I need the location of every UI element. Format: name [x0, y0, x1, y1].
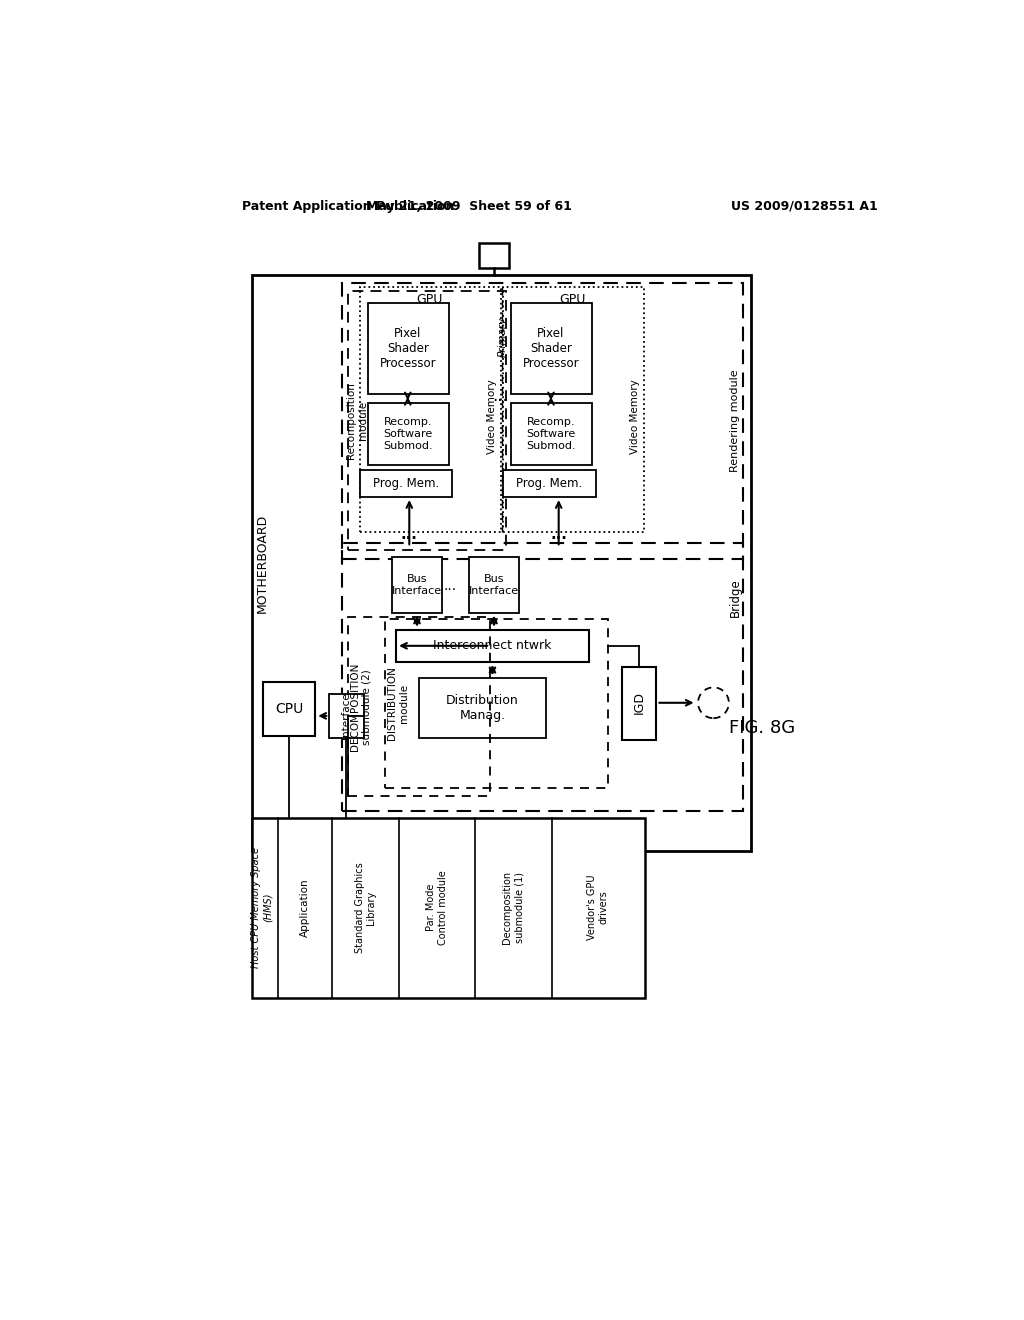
Bar — [503, 286, 644, 532]
Text: CPU: CPU — [275, 702, 303, 715]
Text: Pixel
Shader
Processor: Pixel Shader Processor — [380, 327, 436, 370]
Text: IGD: IGD — [632, 692, 645, 714]
Bar — [348, 290, 506, 549]
Text: Recomposition
module: Recomposition module — [346, 381, 368, 458]
Text: ...: ... — [550, 527, 567, 541]
Bar — [263, 682, 315, 737]
Text: Bus
Interface: Bus Interface — [392, 574, 442, 595]
Text: ...: ... — [400, 527, 418, 541]
Bar — [342, 544, 742, 812]
Text: MOTHERBOARD: MOTHERBOARD — [256, 513, 268, 612]
Text: Vendor's GPU
drivers: Vendor's GPU drivers — [587, 875, 608, 940]
Text: Prog. Mem.: Prog. Mem. — [516, 477, 583, 490]
Bar — [469, 557, 519, 612]
Bar — [392, 557, 442, 612]
Bar — [360, 286, 501, 532]
Bar — [479, 243, 509, 268]
Text: May 21, 2009  Sheet 59 of 61: May 21, 2009 Sheet 59 of 61 — [367, 199, 572, 213]
Bar — [511, 304, 592, 395]
Text: Host CPU Memory Space
(HMS): Host CPU Memory Space (HMS) — [252, 847, 273, 968]
Bar — [622, 667, 656, 739]
Bar — [252, 276, 752, 851]
Text: Distribution
Manag.: Distribution Manag. — [446, 694, 519, 722]
Text: Recomp.
Software
Submod.: Recomp. Software Submod. — [383, 417, 432, 450]
Text: Standard Graphics
Library: Standard Graphics Library — [354, 862, 376, 953]
Text: FIG. 8G: FIG. 8G — [729, 719, 795, 737]
Text: Pixel
Shader
Processor: Pixel Shader Processor — [522, 327, 580, 370]
Bar — [252, 817, 645, 998]
Text: GPU: GPU — [559, 293, 586, 306]
Bar — [385, 619, 608, 788]
Text: US 2009/0128551 A1: US 2009/0128551 A1 — [731, 199, 878, 213]
Text: Rendering module: Rendering module — [730, 370, 740, 473]
Bar — [368, 404, 449, 465]
Bar — [396, 630, 589, 663]
Bar — [503, 470, 596, 498]
Text: Par. Mode
Control module: Par. Mode Control module — [426, 870, 447, 945]
Text: Interface: Interface — [341, 693, 351, 739]
Text: DISTRIBUTION
module: DISTRIBUTION module — [387, 667, 409, 741]
Text: Video Memory: Video Memory — [630, 380, 640, 454]
Bar — [511, 404, 592, 465]
Bar — [348, 618, 490, 796]
Text: ...: ... — [443, 578, 457, 593]
Bar — [368, 304, 449, 395]
Text: Primary: Primary — [498, 317, 508, 358]
Text: Decomposition
submodule (1): Decomposition submodule (1) — [503, 871, 524, 944]
Text: Prog. Mem.: Prog. Mem. — [373, 477, 439, 490]
Text: Recomp.
Software
Submod.: Recomp. Software Submod. — [526, 417, 575, 450]
Text: ...: ... — [493, 387, 508, 404]
Text: Bridge: Bridge — [728, 578, 741, 616]
Bar — [419, 678, 547, 738]
Text: GPU: GPU — [416, 293, 442, 306]
Text: Video Memory: Video Memory — [486, 380, 497, 454]
Bar — [330, 693, 364, 738]
Text: DECOMPOSITION
submodule (2): DECOMPOSITION submodule (2) — [350, 663, 372, 751]
Text: Interconnect ntwrk: Interconnect ntwrk — [433, 639, 552, 652]
Text: Patent Application Publication: Patent Application Publication — [243, 199, 455, 213]
Text: Bus
Interface: Bus Interface — [469, 574, 519, 595]
Bar — [360, 470, 453, 498]
Bar — [342, 284, 742, 558]
Text: Application: Application — [300, 878, 309, 937]
